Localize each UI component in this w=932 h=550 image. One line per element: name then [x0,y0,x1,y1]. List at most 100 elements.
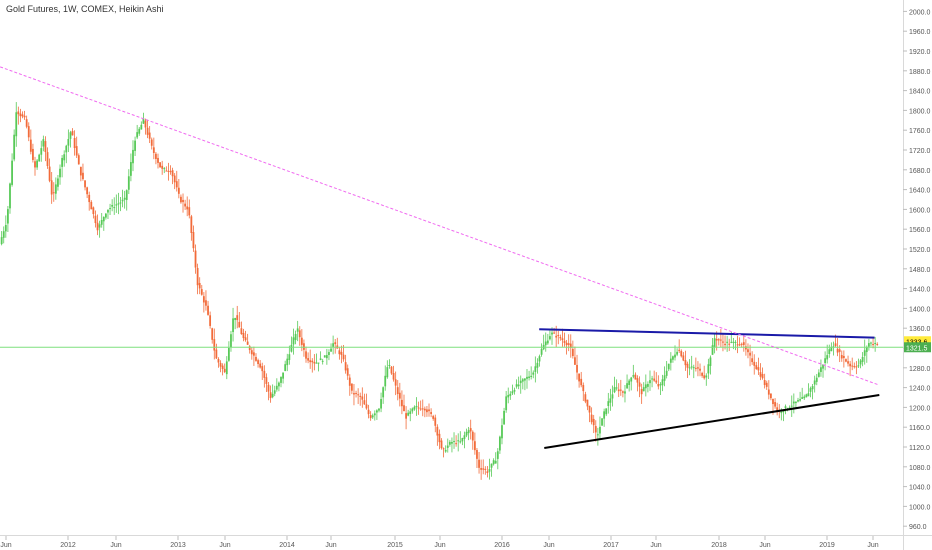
candle-body [578,373,581,382]
candle-body [0,237,3,245]
candle-body [613,387,616,393]
candle-body [296,328,299,332]
candle-body [811,386,814,390]
candle-body [546,340,549,344]
candle-body [586,399,589,407]
candle-body [265,377,268,384]
candle-body [615,387,618,389]
candle-body [350,383,353,391]
candle-body [163,168,166,170]
candle-body [407,412,410,416]
candle-body [584,394,587,402]
x-tick-label: Jun [543,542,554,549]
candle-body [736,344,739,346]
candle-body [371,415,374,418]
candle-body [653,378,656,381]
candle-body [278,382,280,387]
candle-body [772,398,774,405]
candle-body [100,219,103,225]
candle-body [849,363,852,367]
candle-body [236,315,239,321]
candle-body [678,349,681,351]
candle-body [315,362,318,364]
trend-line-resistance[interactable] [539,328,875,339]
candle-body [61,157,64,167]
candle-body [705,375,708,378]
candle-body [765,382,768,387]
candle-body [234,317,237,321]
candle-body [180,196,182,203]
candle-body [355,392,357,394]
candle-body [367,409,370,415]
candle-body [709,357,712,366]
candle-body [669,358,672,363]
x-tick-label: 2015 [387,542,403,549]
candle-body [473,441,476,451]
candle-body [186,206,189,210]
candle-body [36,160,38,168]
candle-body [690,366,693,368]
candle-body [792,401,795,404]
candle-body [359,395,362,397]
candle-body [188,207,191,216]
candle-body [524,378,526,381]
candle-body [328,352,330,355]
trend-line-down-trend[interactable] [0,66,880,386]
candle-body [261,366,264,372]
candle-body [415,405,418,408]
candle-body [715,338,718,341]
candle-body [699,368,701,371]
candle-body [280,376,282,383]
y-tick-label: 1040.0 [909,485,931,492]
candle-body [211,328,214,340]
candle-body [303,343,305,350]
candle-body [32,148,34,160]
candle-body [503,410,505,425]
candle-body [784,406,787,409]
candle-body [628,380,631,385]
candle-body [559,337,562,339]
candle-body [269,392,272,399]
candle-body [417,407,420,409]
candle-body [515,384,518,387]
trend-line-support[interactable] [544,394,880,449]
candle-body [378,408,380,411]
candle-body [611,394,614,399]
candle-body [465,431,468,436]
candle-body [820,367,822,372]
y-tick-label: 1960.0 [909,29,931,36]
candle-body [342,354,345,360]
candle-body [557,334,560,336]
x-tick-label: 2013 [170,542,186,549]
candle-body [805,394,808,398]
candle-body [582,385,585,392]
candle-body [369,415,372,419]
candle-body [446,445,449,448]
candle-body [607,401,610,407]
candle-body [621,391,624,393]
candle-body [309,360,312,363]
candle-body [809,388,812,392]
candle-body [238,321,241,328]
candle-body [52,192,55,194]
candle-body [332,343,335,347]
candle-body [751,358,754,363]
candle-body [649,380,651,384]
candle-body [596,434,599,436]
candle-body [697,367,699,369]
candle-body [601,418,603,426]
candle-body [826,355,829,360]
candle-body [403,405,405,412]
candle-body [838,349,841,352]
x-tick-label: 2019 [819,542,835,549]
candle-body [23,115,26,118]
candle-body [325,355,328,359]
candle-body [396,387,399,395]
candle-body [488,469,491,472]
y-tick-label: 1360.0 [909,326,931,333]
candle-body [436,426,439,436]
trend-lines [0,66,880,449]
candle-body [102,217,105,222]
x-axis: Jun 2012 Jun 2013 Jun 2014 Jun 2015 Jun 2016 Jun 20… [0,536,879,549]
candle-body [703,375,706,379]
